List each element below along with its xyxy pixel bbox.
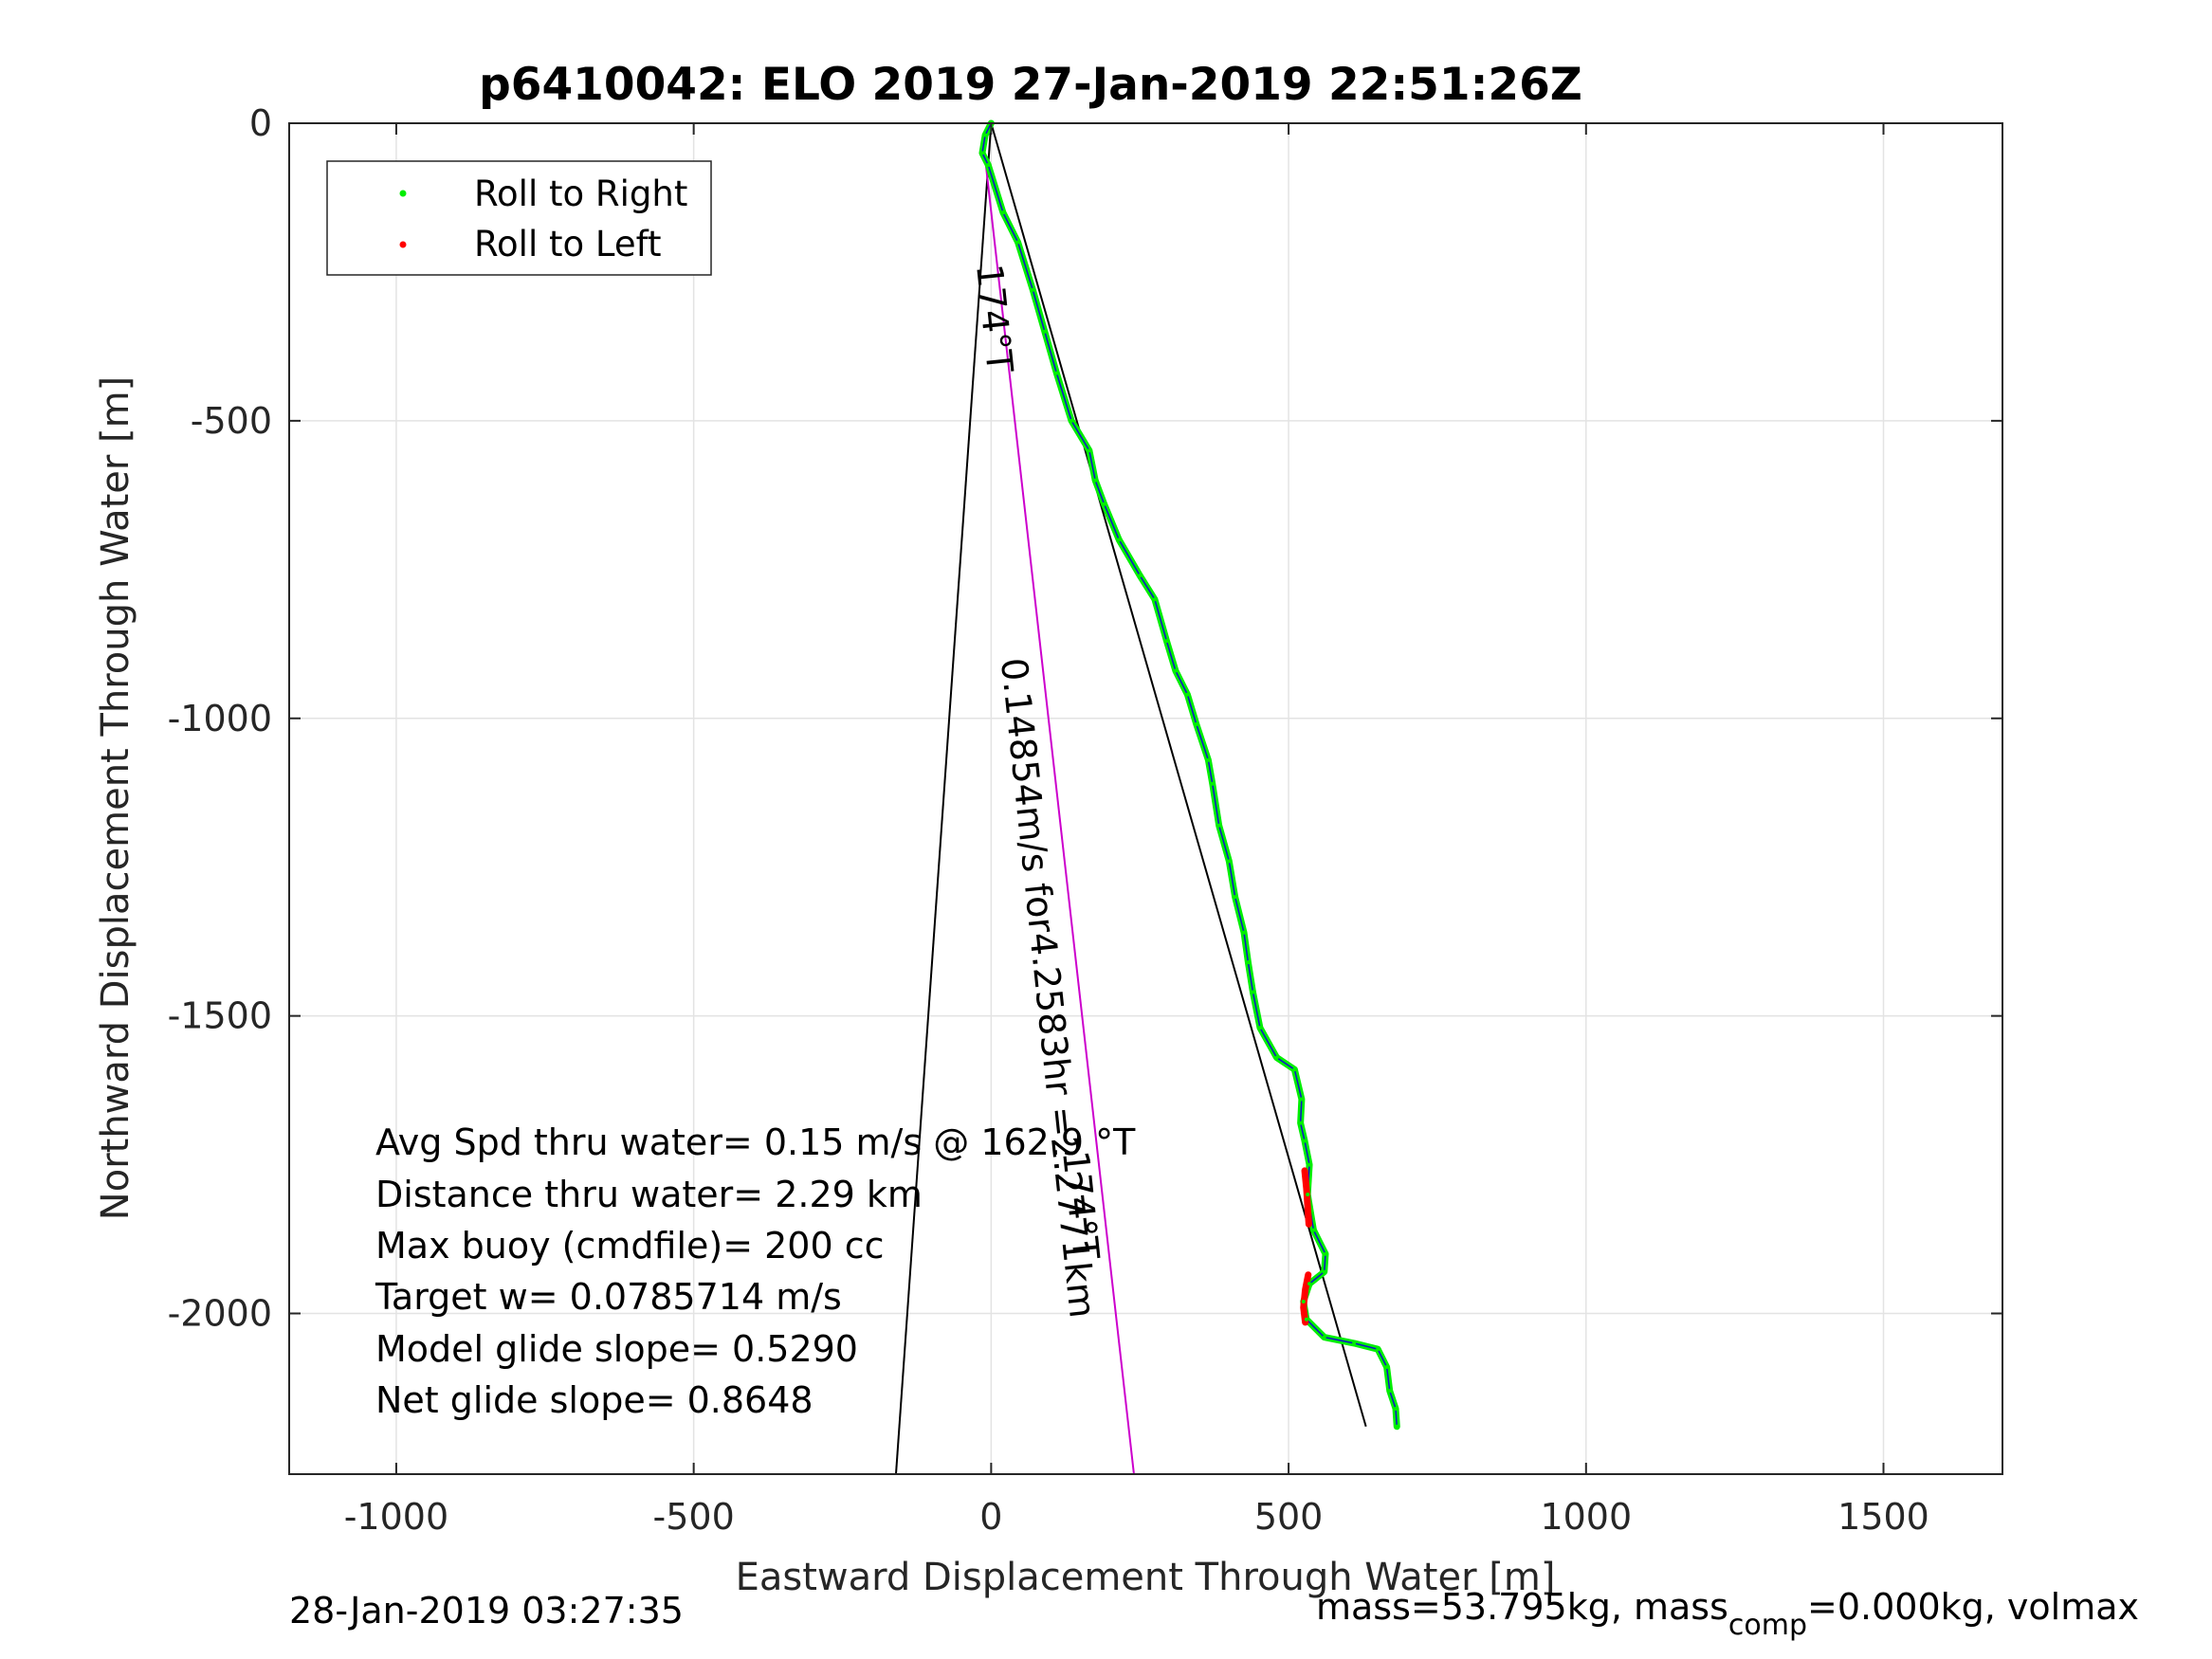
stat-max-buoy: Max buoy (cmdfile)= 200 cc bbox=[375, 1225, 885, 1267]
x-tick-label: 1500 bbox=[1837, 1496, 1929, 1538]
chart-title: p6410042: ELO 2019 27-Jan-2019 22:51:26Z bbox=[479, 59, 1582, 111]
footer-timestamp: 28-Jan-2019 03:27:35 bbox=[289, 1590, 684, 1632]
y-tick-label: -1000 bbox=[168, 698, 272, 739]
legend-box bbox=[326, 160, 712, 276]
ticks: -1000 -500 0 500 1000 1500 0 -500 -1000 -1500 -200… bbox=[168, 102, 2002, 1538]
series-point bbox=[1185, 692, 1190, 697]
series-point bbox=[1301, 1299, 1306, 1304]
footer-mass-sub: comp bbox=[1728, 1609, 1807, 1642]
x-tick-label: 1000 bbox=[1540, 1496, 1632, 1538]
series-point bbox=[1307, 1282, 1312, 1286]
series-point bbox=[1152, 597, 1157, 602]
series-point bbox=[1376, 1347, 1380, 1352]
stats-annotations: Avg Spd thru water= 0.15 m/s @ 162.9 °T … bbox=[375, 1121, 1136, 1421]
y-tick-label: -2000 bbox=[168, 1293, 272, 1335]
series-point bbox=[1384, 1365, 1389, 1370]
series-point bbox=[1210, 781, 1215, 786]
reference-line bbox=[894, 122, 993, 1475]
series-point bbox=[1173, 668, 1178, 673]
reference-line bbox=[984, 158, 1135, 1475]
series-point bbox=[1138, 574, 1143, 578]
series-point bbox=[1087, 448, 1091, 453]
series-point bbox=[1015, 240, 1020, 245]
series-point bbox=[1000, 210, 1005, 215]
series-point bbox=[1206, 757, 1211, 762]
series-point bbox=[1257, 1026, 1262, 1030]
series-point bbox=[983, 133, 988, 137]
footer-mass-prefix: mass=53.795kg, mass bbox=[1316, 1586, 1728, 1628]
series-point bbox=[1299, 1097, 1304, 1102]
series-point bbox=[1322, 1335, 1326, 1340]
x-tick-label: -500 bbox=[653, 1496, 735, 1538]
legend: Roll to Right Roll to Left bbox=[326, 160, 712, 276]
series-point bbox=[1311, 1228, 1316, 1232]
series-point bbox=[1164, 639, 1169, 644]
series-line-roll-left bbox=[1300, 1271, 1312, 1326]
plot-frame bbox=[288, 122, 2003, 1475]
y-tick-label: -1500 bbox=[168, 995, 272, 1037]
series-point bbox=[1194, 722, 1198, 727]
series-point bbox=[1251, 990, 1255, 994]
series-point bbox=[979, 151, 984, 155]
legend-label-roll-right: Roll to Right bbox=[474, 173, 687, 214]
series-point bbox=[1395, 1424, 1399, 1429]
series-group bbox=[978, 119, 1400, 1431]
series-point bbox=[1042, 329, 1047, 334]
legend-marker-roll-left bbox=[399, 241, 407, 248]
series-point bbox=[1102, 501, 1106, 506]
series-point bbox=[1216, 823, 1221, 828]
series-point bbox=[1069, 418, 1074, 423]
stat-avg-speed: Avg Spd thru water= 0.15 m/s @ 162.9 °T bbox=[375, 1121, 1136, 1163]
series-point bbox=[1031, 287, 1035, 292]
reference-lines bbox=[894, 122, 1367, 1475]
x-axis-label: Eastward Displacement Through Water [m] bbox=[736, 1556, 1556, 1599]
plot-area bbox=[289, 123, 2002, 1474]
y-tick-label: 0 bbox=[249, 102, 272, 144]
x-tick-label: -1000 bbox=[344, 1496, 448, 1538]
series-point bbox=[986, 162, 991, 167]
series-point bbox=[1117, 538, 1122, 542]
series-point bbox=[1274, 1055, 1279, 1060]
reference-line bbox=[990, 122, 1367, 1428]
stat-model-glide-slope: Model glide slope= 0.5290 bbox=[375, 1328, 858, 1370]
y-axis-label: Northward Displacement Through Water [m] bbox=[94, 376, 137, 1220]
stat-distance: Distance thru water= 2.29 km bbox=[375, 1174, 923, 1215]
series-line-roll-left bbox=[1301, 1167, 1312, 1228]
series-point bbox=[1227, 859, 1232, 864]
series-point bbox=[1304, 1317, 1308, 1322]
series-point bbox=[1303, 1139, 1307, 1143]
series-point bbox=[1387, 1389, 1392, 1394]
series-point bbox=[1298, 1121, 1303, 1125]
footer-mass: mass=53.795kg, masscomp=0.000kg, volmax bbox=[1316, 1586, 2139, 1642]
series-point bbox=[1233, 895, 1237, 900]
series-point bbox=[1323, 1251, 1327, 1256]
series-point bbox=[1307, 1162, 1312, 1167]
footer-mass-suffix: =0.000kg, volmax bbox=[1807, 1586, 2139, 1628]
series-point bbox=[1352, 1340, 1357, 1345]
stat-net-glide-slope: Net glide slope= 0.8648 bbox=[375, 1379, 814, 1421]
x-tick-label: 0 bbox=[979, 1496, 1002, 1538]
stat-target-w: Target w= 0.0785714 m/s bbox=[375, 1276, 842, 1318]
series-point bbox=[1054, 371, 1059, 375]
y-tick-label: -500 bbox=[191, 400, 272, 442]
series-point bbox=[1292, 1067, 1297, 1072]
series-point bbox=[1093, 478, 1098, 483]
series-point bbox=[1246, 960, 1251, 965]
series-point bbox=[1242, 930, 1247, 935]
series-point bbox=[1306, 1192, 1310, 1196]
legend-marker-roll-right bbox=[399, 190, 407, 197]
series-point bbox=[1322, 1269, 1326, 1274]
series-point bbox=[1394, 1406, 1398, 1411]
legend-label-roll-left: Roll to Left bbox=[474, 224, 662, 264]
x-tick-label: 500 bbox=[1254, 1496, 1324, 1538]
